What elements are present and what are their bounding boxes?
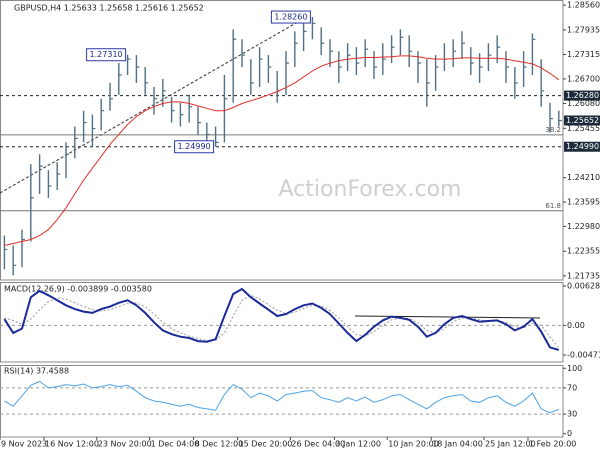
- x-tick-label: 1 Dec 04:00: [151, 440, 200, 449]
- price-label: 1.26280: [566, 91, 599, 100]
- macd-trend-line: [354, 315, 541, 319]
- y-tick-label: 1.24210: [567, 173, 600, 182]
- y-tick-label: -0.004711: [567, 350, 600, 359]
- y-tick-label: 100: [567, 364, 582, 373]
- price-label-box: [564, 115, 600, 126]
- moving-average: [4, 55, 560, 246]
- annotation-box: [174, 140, 215, 154]
- x-tick-label: 15 Dec 20:00: [239, 440, 293, 449]
- x-tick-label: 26 Dec 04:00: [291, 440, 345, 449]
- price-label-box: [564, 90, 600, 101]
- x-tick-label: 9 Nov 2023: [1, 440, 47, 449]
- y-tick-label: 0.00: [567, 321, 585, 330]
- y-tick-label: 0: [567, 429, 572, 438]
- x-tick-label: 25 Jan 12:00: [485, 440, 536, 449]
- y-tick-label: 1.25455: [567, 124, 600, 133]
- price-label-box: [564, 141, 600, 152]
- trend-line: [0, 14, 311, 194]
- y-tick-label: 1.26700: [567, 74, 600, 83]
- y-tick-label: 1.22355: [567, 247, 600, 256]
- rsi-panel-frame: [0, 365, 564, 438]
- y-tick-label: 1.21735: [567, 271, 600, 280]
- rsi-line: [4, 380, 559, 414]
- annotation-box: [270, 10, 311, 24]
- y-tick-label: 0.006281: [567, 282, 600, 291]
- annotation-label: 1.28260: [274, 13, 307, 22]
- fib-label: 38.2: [545, 126, 561, 134]
- y-tick-label: 1.27935: [567, 25, 600, 34]
- x-tick-label: 16 Nov 12:00: [45, 440, 99, 449]
- y-tick-label: 1.22980: [567, 222, 600, 231]
- macd-line: [3, 287, 560, 351]
- x-tick-label: 1 Feb 20:00: [529, 440, 576, 449]
- y-tick-label: 30: [567, 410, 577, 419]
- macd-panel-frame: [0, 282, 564, 363]
- annotation-box: [86, 48, 127, 62]
- fib-label: 61.8: [545, 202, 561, 210]
- y-tick-label: 1.27315: [567, 50, 600, 59]
- price-label: 1.24990: [566, 142, 599, 151]
- x-tick-label: 23 Nov 20:00: [98, 440, 152, 449]
- price-title: GBPUSD,H4 1.25633 1.25658 1.25616 1.2565…: [14, 4, 204, 13]
- y-tick-label: 1.23595: [567, 198, 600, 207]
- x-tick-label: 18 Jan 04:00: [432, 440, 483, 449]
- y-tick-label: 70: [567, 383, 577, 392]
- annotation-label: 1.24990: [178, 142, 211, 151]
- y-tick-label: 1.26080: [567, 99, 600, 108]
- price-label: 1.25652: [566, 116, 599, 125]
- macd-title: MACD(12,26,9) -0.003899 -0.003580: [4, 285, 152, 294]
- x-tick-label: 8 Dec 12:00: [195, 440, 244, 449]
- annotation-label: 1.27310: [90, 50, 123, 59]
- rsi-title: RSI(14) 37.4588: [4, 367, 69, 376]
- watermark: ActionForex.com: [279, 177, 462, 202]
- y-tick-label: 1.28560: [567, 1, 600, 10]
- x-tick-label: 3 Jan 12:00: [335, 440, 381, 449]
- x-tick-label: 10 Jan 20:00: [388, 440, 439, 449]
- price-panel-frame: [0, 0, 564, 281]
